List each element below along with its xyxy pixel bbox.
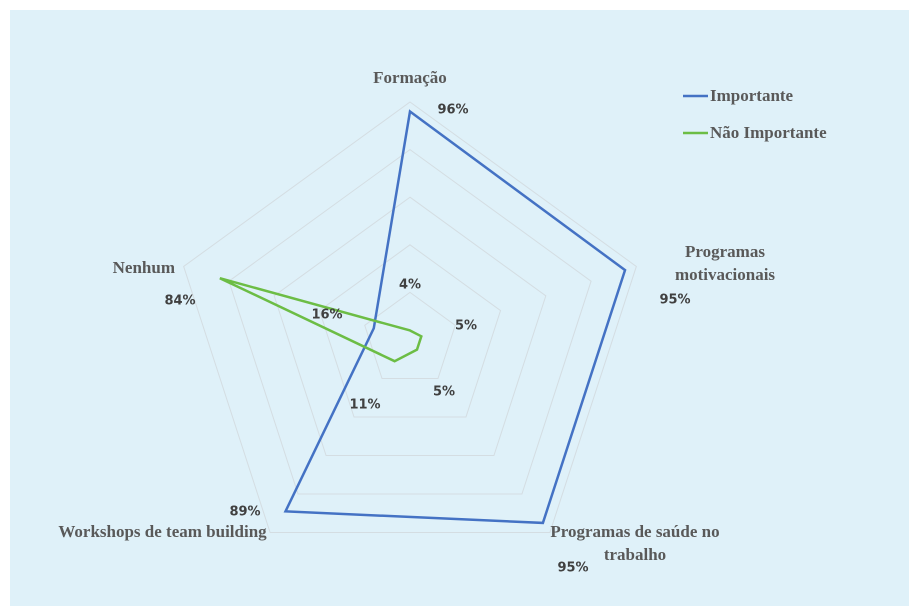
series-line bbox=[283, 109, 627, 525]
data-label: 96% bbox=[437, 102, 469, 118]
legend-label: Importante bbox=[710, 86, 794, 105]
data-label: 84% bbox=[164, 293, 196, 309]
data-label: 89% bbox=[229, 504, 261, 520]
data-label: 5% bbox=[432, 384, 456, 400]
grid-ring bbox=[318, 244, 502, 418]
data-label: 95% bbox=[659, 292, 691, 308]
category-label: Workshops de team building bbox=[58, 522, 267, 541]
legend-label: Não Importante bbox=[710, 123, 827, 142]
category-label: Programas motivacionais bbox=[674, 242, 776, 284]
grid-ring bbox=[228, 148, 592, 495]
series-line bbox=[219, 277, 423, 363]
data-label: 11% bbox=[349, 397, 381, 413]
grid-ring bbox=[183, 101, 637, 534]
data-label: 16% bbox=[311, 307, 343, 323]
category-label: Formação bbox=[373, 68, 447, 87]
data-label: 4% bbox=[398, 277, 422, 293]
grid-ring bbox=[273, 196, 547, 457]
category-label: Nenhum bbox=[112, 258, 175, 277]
plot-background bbox=[10, 10, 909, 606]
data-label: 5% bbox=[454, 318, 478, 334]
data-label: 95% bbox=[557, 560, 589, 576]
category-label: Programas de saúde no trabalho bbox=[550, 522, 720, 564]
